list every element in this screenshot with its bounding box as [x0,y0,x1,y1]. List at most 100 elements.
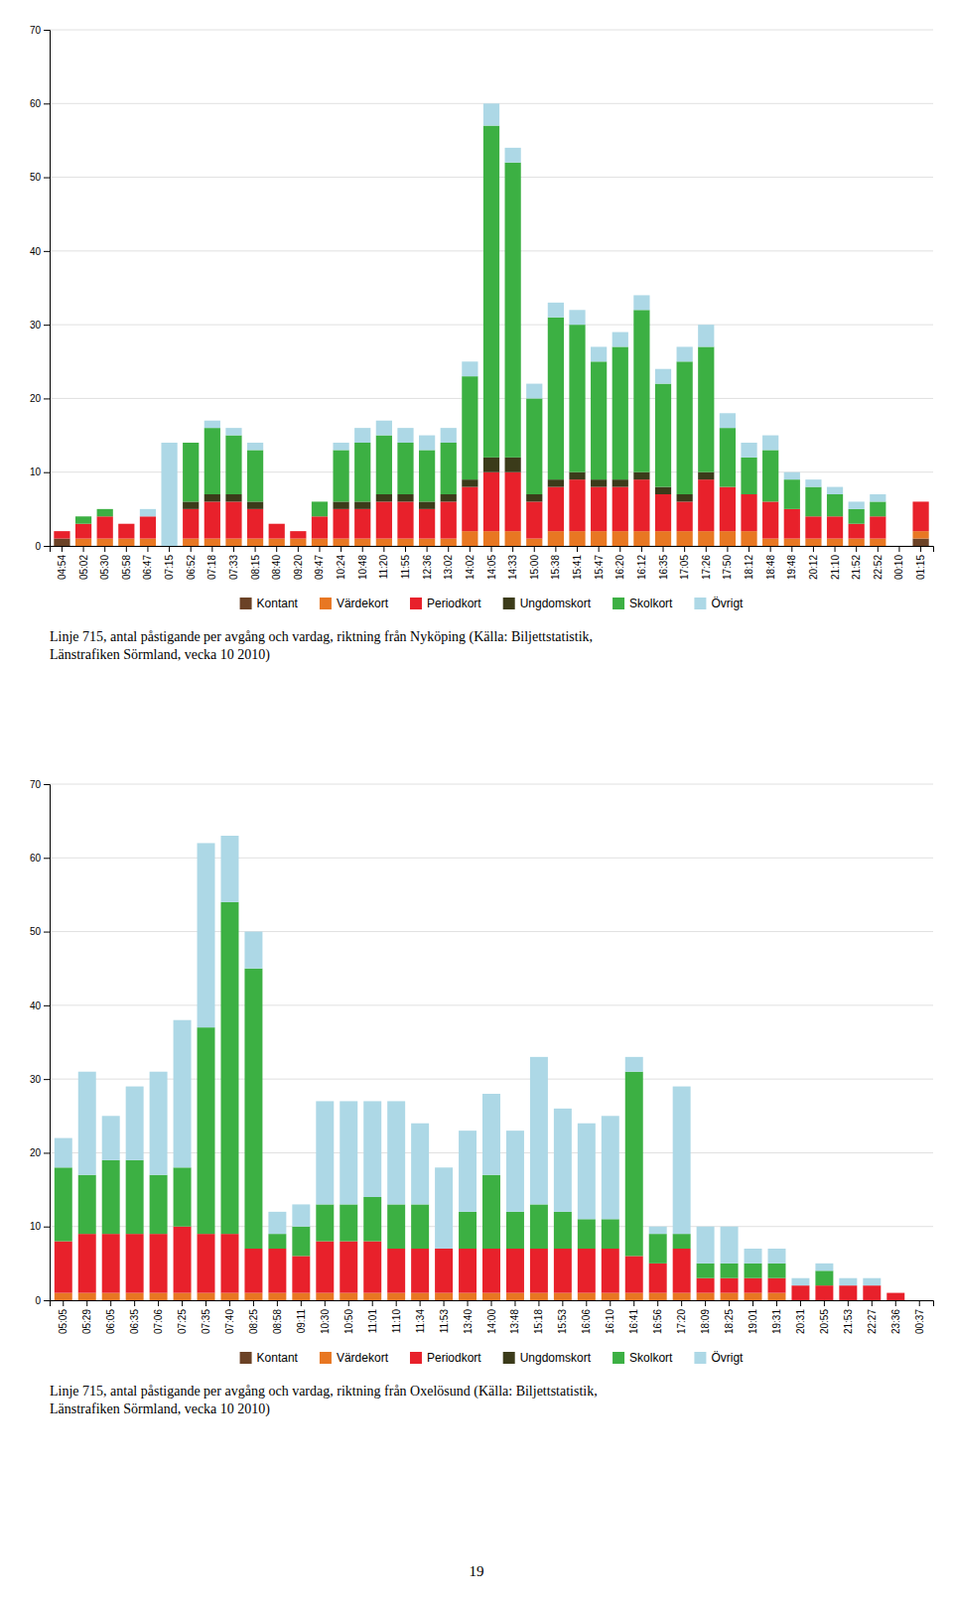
bar-segment [126,1233,144,1293]
bar-segment [204,539,221,546]
bar-segment [139,509,156,517]
x-tick-label: 10:30 [319,1309,331,1335]
bar-segment [791,1278,810,1286]
bar-segment [434,1248,453,1294]
x-tick-mark [726,545,728,552]
legend-label: Övrigt [710,1351,744,1365]
bar-segment [625,1255,644,1293]
x-tick-label: 16:56 [652,1309,664,1335]
x-tick-label: 22:52 [872,554,884,580]
x-tick-label: 05:05 [57,1309,69,1335]
bar-segment [633,472,650,480]
bar-segment [197,1233,216,1293]
y-tick-mark [43,932,50,934]
bar-segment [461,361,478,377]
x-tick-mark [823,1300,825,1307]
x-tick-mark [405,545,407,552]
bar-segment [376,435,393,495]
bar-segment [244,1248,263,1294]
bar-segment [720,1278,739,1294]
x-tick-label: 07:06 [152,1309,164,1335]
bar-segment [339,1293,358,1301]
bar-segment [182,501,199,509]
x-tick-mark [181,1300,183,1307]
x-tick-mark [146,545,148,552]
x-tick: 22:52 [872,545,884,580]
x-tick: 05:58 [121,545,133,580]
bar-segment [289,531,306,533]
x-tick: 06:52 [185,545,197,580]
bar-segment [269,523,285,525]
bar-segment [397,494,413,502]
bar-segment [505,147,522,163]
x-tick-mark [847,1300,849,1307]
x-tick-label: 17:05 [679,554,690,580]
x-tick-mark [705,545,707,552]
x-tick: 09:11 [295,1300,307,1334]
x-tick-label: 22:27 [866,1309,878,1335]
bar-segment [418,509,435,540]
bar-segment [720,1226,739,1264]
bar-segment [744,1278,763,1294]
bar-segment [220,902,239,1234]
x-tick: 07:40 [224,1300,236,1335]
x-tick-label: 19:48 [786,554,798,580]
x-tick-mark [255,545,257,552]
x-tick: 06:05 [105,1300,117,1335]
y-tick-label: 40 [29,1000,42,1012]
bar-segment [696,1293,715,1301]
x-tick-label: 15:38 [549,554,561,580]
bar-segment [410,1248,429,1294]
x-tick-mark [419,1300,421,1307]
legend-item: Övrigt [693,1351,744,1365]
bar-segment [363,1197,382,1242]
bar-segment [149,1293,168,1301]
bar-segment [363,1293,382,1301]
bar-segment [461,376,478,480]
y-tick-mark [43,103,50,105]
bar-segment [332,442,349,450]
legend-label: Kontant [257,596,299,611]
bar-segment [53,531,70,533]
x-tick-label: 16:35 [658,554,670,580]
bar-segment [418,539,435,546]
bar-segment [53,539,70,546]
bar-segment [160,442,177,546]
x-tick-label: 18:09 [699,1309,711,1335]
legend-swatch [503,597,516,610]
x-tick-label: 21:53 [842,1309,854,1335]
x-axis-line [50,1301,935,1308]
legend-swatch [319,597,332,610]
legend-label: Värdekort [336,596,390,611]
y-tick-mark [43,398,50,400]
bar-segment [173,1167,192,1226]
bar-segment [762,449,779,502]
bar-segment [633,531,650,546]
bar-segment [767,1248,786,1264]
x-tick-mark [534,545,536,552]
legend-label: Värdekort [336,1351,390,1365]
bar-segment [244,1293,263,1301]
x-tick-mark [898,545,900,552]
bar-segment [291,1293,310,1301]
x-tick-label: 09:20 [292,554,304,580]
bar-segment [505,457,522,473]
bar-segment [547,302,564,318]
bar-segment [225,435,242,495]
bar-segment [912,501,929,503]
bar-segment [197,1027,216,1234]
x-tick-label: 18:12 [743,554,755,580]
x-tick: 22:27 [866,1300,878,1335]
x-tick-mark [443,1300,445,1307]
x-tick: 07:33 [228,545,240,580]
bar-segment [339,1241,358,1294]
bar-segment [118,539,135,546]
x-tick: 21:52 [850,545,862,580]
bar-segment [784,472,801,480]
bar-segment [805,539,821,546]
bar-segment [848,509,865,525]
bar-segment [910,1300,929,1302]
x-tick-label: 21:52 [850,554,862,580]
x-tick: 21:53 [842,1300,854,1335]
bar-segment [762,539,779,546]
